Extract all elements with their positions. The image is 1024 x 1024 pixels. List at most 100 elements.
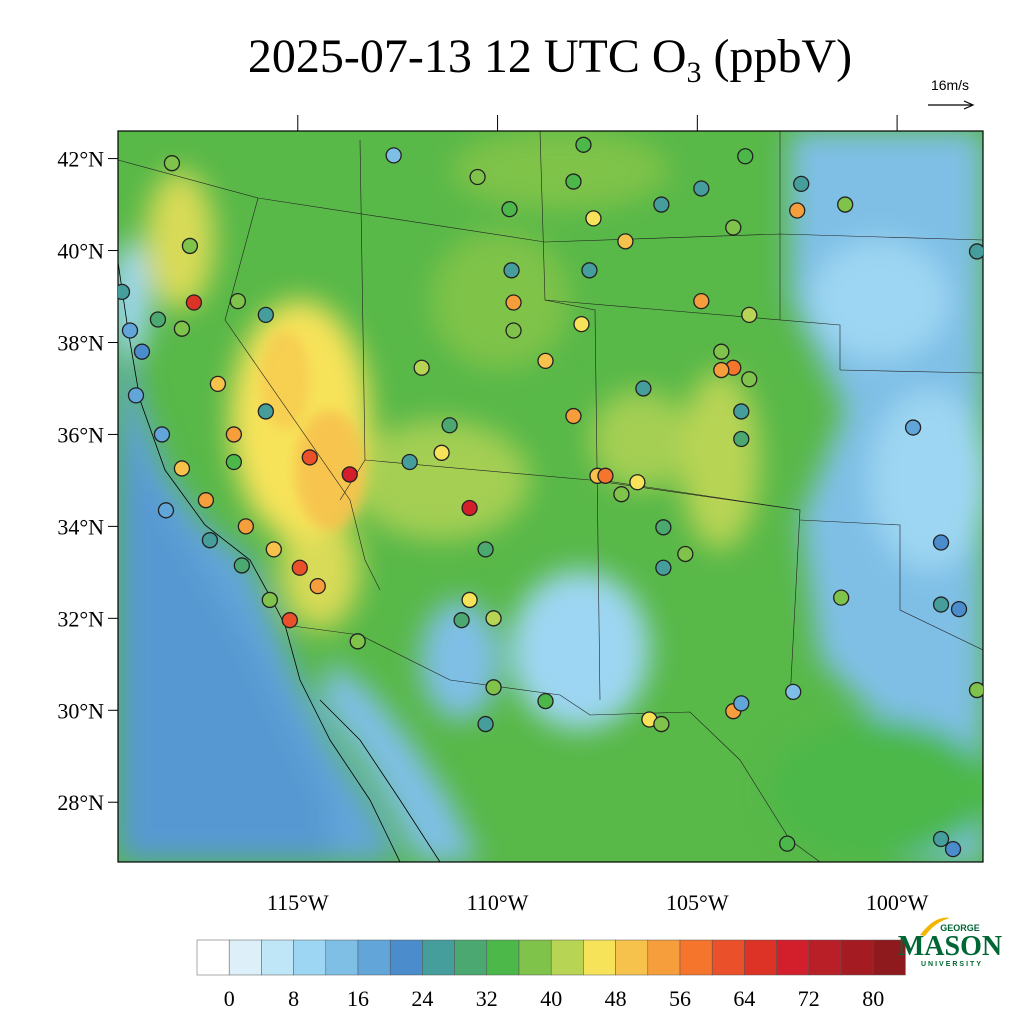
colorbar-label: 72: [798, 986, 820, 1011]
station: [503, 262, 520, 279]
station: [173, 320, 191, 337]
station: [837, 196, 854, 213]
station: [163, 155, 181, 172]
logo-bottom: UNIVERSITY: [921, 961, 983, 968]
colorbar-box: [422, 939, 455, 976]
station: [127, 387, 145, 404]
colorbar-box: [679, 939, 713, 976]
station: [201, 532, 219, 549]
colorbar-box: [583, 939, 616, 976]
station: [741, 371, 758, 388]
logo-name: MASON: [898, 931, 1002, 962]
lat-label: 42°N: [57, 147, 104, 172]
station: [485, 679, 502, 696]
colorbar-box: [808, 939, 842, 976]
station: [233, 557, 251, 574]
station: [793, 175, 810, 193]
station: [629, 474, 646, 491]
colorbar-box: [293, 939, 327, 976]
station: [655, 519, 672, 536]
colorbar-label: 56: [669, 986, 691, 1011]
colorbar-label: 0: [224, 986, 235, 1011]
station: [153, 426, 171, 443]
station: [613, 486, 630, 503]
colorbar-label: 8: [288, 986, 299, 1011]
station: [653, 715, 670, 733]
station: [693, 180, 710, 197]
station: [401, 453, 418, 471]
station: [309, 578, 326, 595]
colorbar-box: [647, 939, 681, 976]
station: [968, 681, 983, 699]
station: [265, 541, 282, 558]
station: [157, 502, 175, 519]
station: [413, 359, 430, 376]
station: [118, 283, 131, 301]
colorbar-box: [711, 939, 745, 976]
lon-label: 105°W: [666, 890, 729, 915]
colorbar-box: [389, 939, 423, 976]
station: [461, 499, 478, 517]
station: [733, 695, 750, 712]
lat-label: 30°N: [57, 698, 104, 723]
colorbar-box: [872, 939, 906, 976]
station: [281, 612, 298, 629]
station: [291, 559, 308, 576]
colorbar-box: [196, 939, 230, 976]
station: [833, 589, 850, 606]
lat-label: 34°N: [57, 514, 104, 539]
station: [677, 545, 694, 563]
colorbar-box: [357, 939, 391, 976]
station: [237, 518, 255, 535]
wind-scale-label: 16m/s: [931, 77, 969, 93]
overlay: 42°N 40°N 38°N 36°N 34°N 32°N 30°N 28°N 115°W 110…: [57, 115, 983, 1011]
station: [225, 426, 243, 443]
station: [733, 403, 750, 420]
colorbar-box: [454, 939, 488, 976]
station: [904, 419, 922, 436]
station: [149, 311, 167, 328]
station: [537, 352, 554, 370]
colorbar-box: [486, 939, 520, 976]
station: [505, 322, 522, 339]
colorbar-box: [840, 939, 874, 976]
colorbar-box: [228, 939, 262, 976]
lat-label: 36°N: [57, 422, 104, 447]
station: [944, 840, 962, 858]
station: [441, 417, 458, 434]
logo-top: GEORGE: [940, 923, 980, 933]
station: [341, 466, 358, 483]
station: [477, 715, 494, 733]
title-subscript: 3: [687, 56, 702, 89]
station: [565, 173, 582, 190]
station: [257, 306, 274, 324]
station: [725, 219, 742, 236]
station: [617, 233, 634, 250]
title-suffix: (ppbV): [702, 30, 853, 83]
title: 2025-07-13 12 UTC O3 (ppbV): [248, 30, 852, 89]
station: [501, 201, 518, 218]
colorbar-box: [550, 939, 584, 976]
wind-scale-arrow: [928, 100, 975, 110]
station: [737, 148, 754, 165]
station: [209, 375, 227, 393]
lat-label: 32°N: [57, 606, 104, 631]
station: [301, 449, 318, 466]
station: [257, 403, 274, 420]
station: [537, 692, 554, 710]
station: [785, 683, 802, 701]
colorbar-label: 24: [411, 986, 433, 1011]
station: [968, 243, 983, 260]
lon-label: 110°W: [467, 890, 529, 915]
station: [185, 294, 203, 311]
colorbar-box: [261, 939, 294, 976]
colorbar-box: [518, 939, 552, 976]
station: [433, 444, 450, 461]
station: [225, 453, 243, 471]
colorbar-label: 16: [347, 986, 369, 1011]
station: [693, 292, 710, 310]
lat-label: 28°N: [57, 790, 104, 815]
station: [453, 612, 470, 629]
station: [261, 591, 278, 609]
